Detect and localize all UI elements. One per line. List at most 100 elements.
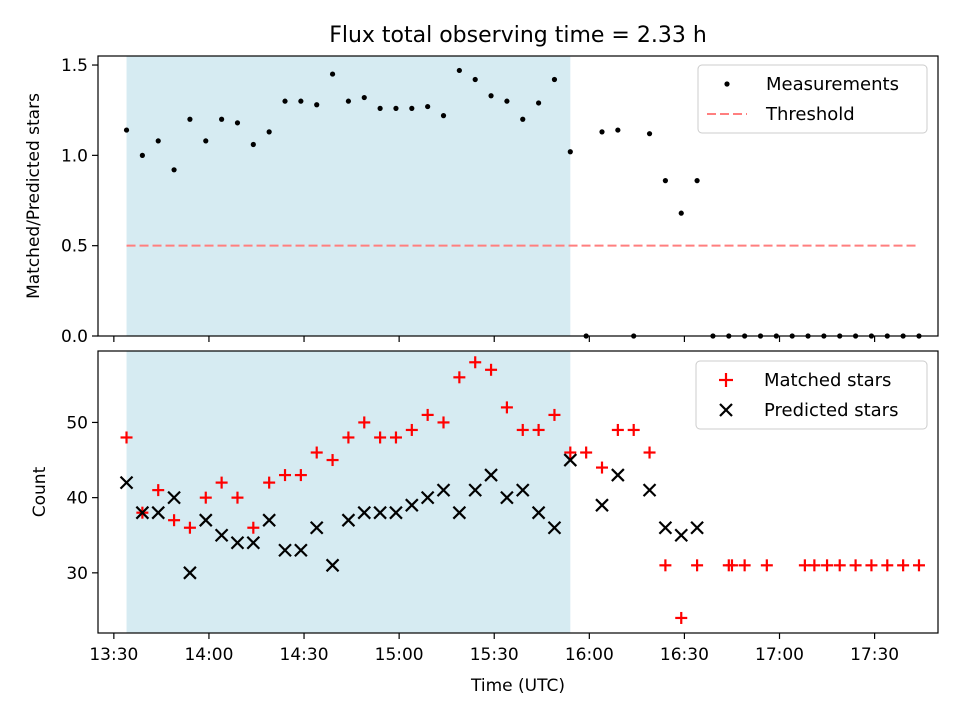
x-tick-label: 13:30 [89, 645, 138, 665]
legend-matched-label: Matched stars [764, 370, 891, 391]
predicted-star-point [563, 453, 578, 467]
matched-star-point [120, 431, 133, 444]
predicted-star-point [436, 483, 451, 497]
x-tick-label: 14:30 [280, 645, 329, 665]
matched-star-point [821, 559, 834, 572]
predicted-star-point [246, 535, 261, 550]
predicted-star-point [119, 475, 134, 490]
matched-star-point [326, 454, 339, 467]
bottom-panel: 30 40 50 13:30 14:00 14:30 15:00 15:30 16:00 16:… [30, 350, 939, 696]
predicted-star-point [674, 528, 689, 543]
predicted-star-point [357, 505, 372, 520]
predicted-star-point [547, 520, 562, 535]
matched-star-point [659, 559, 672, 572]
predicted-star-point [500, 490, 514, 505]
top-y-axis-label: Matched/Predicted stars [24, 93, 44, 299]
bottom-legend: Matched stars Predicted stars [695, 360, 928, 430]
bottom-y-axis-label: Count [30, 466, 50, 517]
measurement-point [520, 116, 526, 122]
matched-star-point [374, 431, 387, 444]
matched-star-point [611, 423, 624, 436]
observing-span-top [126, 56, 571, 336]
predicted-star-point [262, 513, 276, 527]
matched-star-point [152, 484, 165, 497]
measurement-point [694, 178, 700, 184]
y-tick-label: 1.0 [61, 146, 88, 166]
chart-title: Flux total observing time = 2.33 h [329, 23, 707, 48]
bottom-x-ticks: 13:30 14:00 14:30 15:00 15:30 16:00 16:30 17:00… [89, 633, 899, 665]
measurement-point [123, 127, 130, 133]
matched-star-point [405, 423, 418, 436]
predicted-star-point [325, 558, 340, 573]
x-tick-label: 16:30 [660, 645, 709, 665]
predicted-star-point [611, 468, 625, 482]
measurement-point [488, 93, 494, 99]
predicted-star-point [452, 505, 467, 520]
predicted-star-point [515, 483, 530, 497]
measurement-point [599, 129, 605, 135]
matched-star-point [564, 446, 577, 459]
legend-measurements-marker [724, 81, 730, 87]
matched-star-point [643, 446, 656, 459]
predicted-star-point [135, 505, 150, 520]
predicted-stars-points [119, 453, 704, 580]
measurement-point [266, 129, 272, 135]
predicted-star-point [167, 490, 181, 505]
legend-predicted-marker [719, 403, 733, 417]
y-tick-label: 0.5 [61, 237, 88, 257]
predicted-star-point [642, 483, 657, 497]
measurement-point [536, 100, 542, 106]
predicted-star-point [420, 490, 435, 505]
measurement-point [425, 103, 431, 110]
measurement-points [123, 67, 922, 339]
measurement-point [472, 76, 478, 83]
matched-star-point [263, 476, 276, 489]
top-legend-box [697, 64, 928, 134]
predicted-star-point [278, 543, 292, 558]
matched-star-point [389, 431, 402, 444]
measurement-point [662, 178, 668, 184]
matched-star-point [168, 514, 181, 527]
matched-star-point [881, 559, 894, 572]
measurement-point [377, 105, 383, 111]
predicted-star-point [595, 498, 609, 512]
observing-span-bottom [126, 351, 571, 633]
bottom-y-ticks: 30 40 50 [66, 413, 98, 584]
matched-star-point [469, 356, 482, 369]
measurement-point [646, 131, 653, 137]
measurement-point [345, 98, 352, 104]
predicted-star-point [658, 520, 673, 535]
y-tick-label: 0.0 [61, 327, 88, 347]
matched-star-point [500, 401, 513, 414]
measurement-point [314, 102, 320, 108]
measurement-point [155, 138, 161, 144]
predicted-star-point [151, 505, 166, 520]
measurement-point [187, 116, 193, 122]
matched-star-point [437, 416, 450, 429]
matched-star-point [808, 559, 821, 572]
predicted-star-point [531, 505, 546, 520]
predicted-star-point [373, 505, 387, 520]
measurement-point [678, 210, 684, 216]
matched-star-point [760, 559, 773, 572]
matched-star-point [358, 416, 371, 429]
measurement-point [234, 120, 241, 126]
measurement-point [203, 138, 209, 144]
x-tick-label: 17:00 [755, 645, 804, 665]
y-tick-label: 40 [66, 489, 88, 509]
matched-star-point [725, 559, 738, 572]
x-tick-label: 14:00 [184, 645, 233, 665]
top-y-ticks: 0.0 0.5 1.0 1.5 [61, 56, 98, 347]
measurement-point [456, 67, 462, 74]
predicted-star-point [341, 513, 356, 527]
predicted-star-point [230, 535, 245, 550]
legend-predicted-label: Predicted stars [764, 400, 898, 421]
predicted-star-point [690, 520, 704, 535]
y-tick-label: 1.5 [61, 56, 88, 76]
legend-matched-marker [719, 373, 733, 387]
bottom-axes-frame [97, 350, 939, 634]
measurement-point [329, 71, 336, 77]
top-axes-frame [97, 55, 939, 337]
x-tick-label: 16:00 [565, 645, 614, 665]
